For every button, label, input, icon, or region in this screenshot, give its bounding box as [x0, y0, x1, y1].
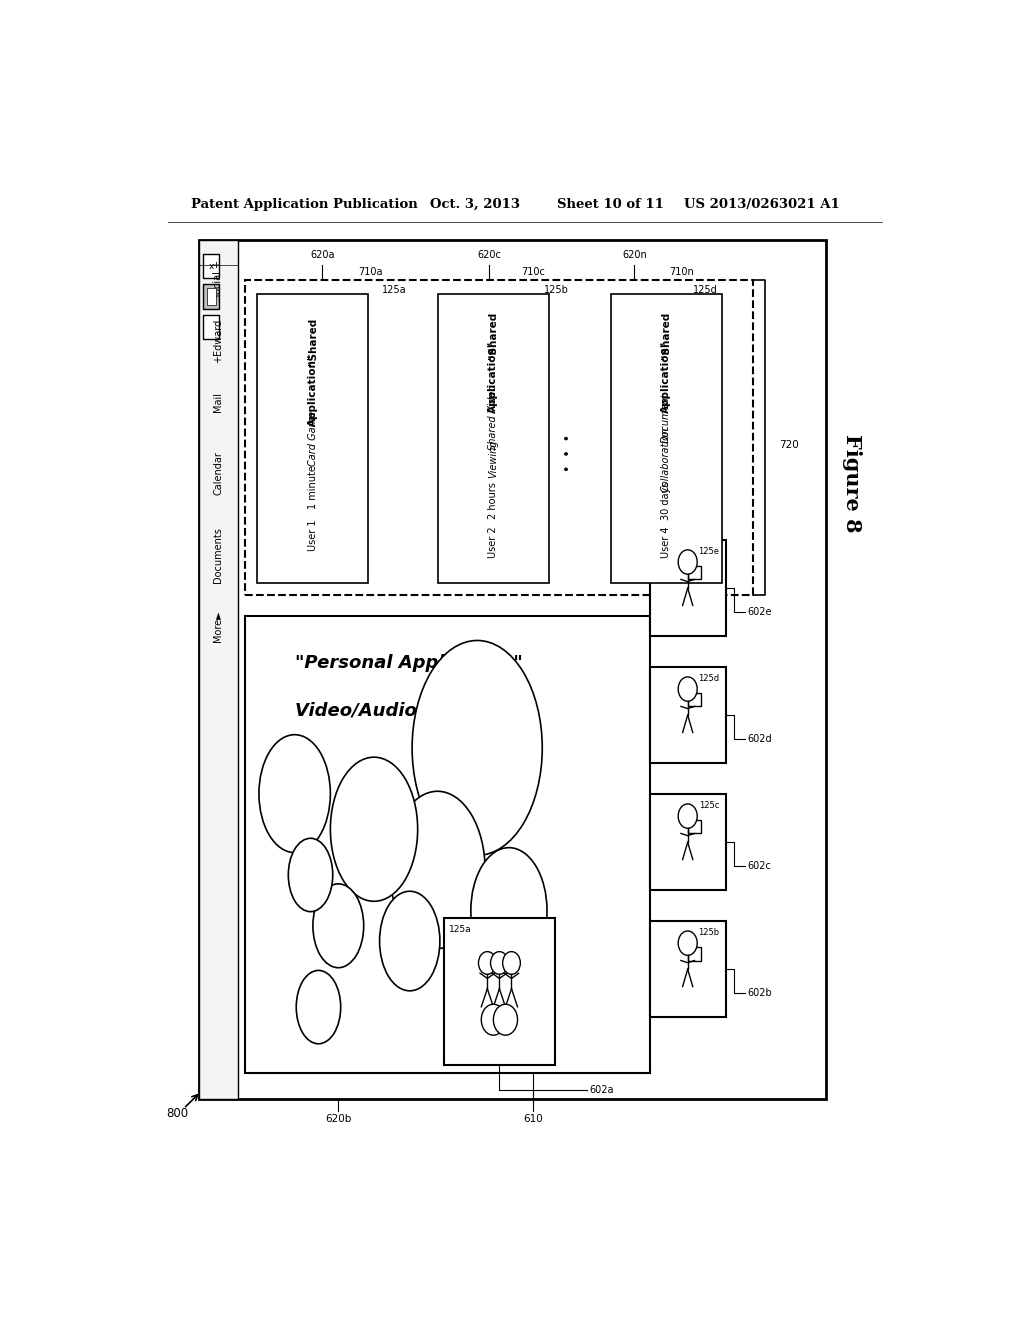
Text: 620n: 620n	[622, 249, 647, 260]
Ellipse shape	[412, 640, 543, 855]
Text: Document: Document	[662, 392, 671, 444]
Text: Collaboration: Collaboration	[662, 426, 671, 492]
Bar	[688, 821, 701, 833]
Text: 602c: 602c	[748, 861, 772, 871]
Text: 602e: 602e	[748, 607, 772, 616]
Text: 602b: 602b	[748, 989, 772, 998]
Text: Social +: Social +	[213, 260, 223, 301]
Bar	[688, 566, 701, 579]
Circle shape	[678, 550, 697, 574]
Text: 800: 800	[166, 1107, 188, 1121]
Text: Shared Video: Shared Video	[488, 385, 498, 450]
Bar	[650, 667, 726, 763]
Text: Card Game: Card Game	[308, 411, 317, 466]
Circle shape	[678, 804, 697, 828]
Text: Patent Application Publication: Patent Application Publication	[191, 198, 418, 211]
Text: "Shared: "Shared	[662, 312, 671, 359]
Text: 620a: 620a	[310, 249, 335, 260]
Text: •  •  •: • • •	[562, 434, 574, 473]
Text: Viewing: Viewing	[488, 440, 498, 478]
Text: Application": Application"	[662, 341, 671, 413]
Text: Documents: Documents	[213, 527, 223, 582]
Circle shape	[481, 1005, 506, 1035]
Ellipse shape	[259, 735, 331, 853]
Text: Video/Audio Effect: Video/Audio Effect	[295, 701, 482, 719]
Bar	[204, 315, 219, 339]
Bar	[246, 615, 650, 1073]
Text: 125b: 125b	[544, 285, 569, 294]
Circle shape	[678, 931, 697, 956]
Ellipse shape	[289, 838, 333, 912]
Bar	[207, 289, 216, 305]
Text: 125d: 125d	[698, 675, 720, 684]
Circle shape	[478, 952, 497, 974]
Ellipse shape	[380, 891, 440, 991]
Text: Calendar: Calendar	[213, 451, 223, 495]
Text: 125e: 125e	[698, 548, 720, 556]
Circle shape	[494, 1005, 517, 1035]
Text: 125d: 125d	[692, 285, 718, 294]
Text: More►: More►	[213, 610, 223, 642]
Text: 610: 610	[523, 1114, 543, 1123]
Bar	[204, 284, 219, 309]
Text: 2 hours: 2 hours	[488, 482, 498, 519]
Text: US 2013/0263021 A1: US 2013/0263021 A1	[684, 198, 840, 211]
Bar	[650, 540, 726, 636]
Ellipse shape	[313, 884, 364, 968]
Text: 1 minute: 1 minute	[308, 465, 317, 508]
Text: "Personal Application": "Personal Application"	[295, 653, 522, 672]
Text: Mail: Mail	[213, 392, 223, 412]
Text: 125c: 125c	[699, 801, 720, 810]
Text: User 1: User 1	[308, 519, 317, 550]
Bar	[610, 293, 722, 583]
Ellipse shape	[471, 847, 547, 973]
Bar	[200, 240, 826, 1098]
Bar	[688, 948, 701, 961]
Text: Figure 8: Figure 8	[842, 434, 862, 533]
Text: 710c: 710c	[521, 268, 545, 277]
Text: 710n: 710n	[669, 268, 693, 277]
Bar	[257, 293, 369, 583]
Ellipse shape	[390, 791, 485, 949]
Text: Application": Application"	[308, 354, 317, 426]
Text: 125a: 125a	[450, 925, 472, 935]
Text: 125b: 125b	[698, 928, 720, 937]
Text: 602a: 602a	[589, 1085, 613, 1096]
Text: +Edward: +Edward	[213, 319, 223, 363]
Bar	[443, 917, 555, 1065]
Bar	[437, 293, 549, 583]
Bar	[650, 793, 726, 890]
Bar	[650, 921, 726, 1018]
Ellipse shape	[331, 758, 418, 902]
Text: "Shared: "Shared	[488, 312, 498, 359]
Text: 710a: 710a	[357, 268, 382, 277]
Text: Application": Application"	[488, 341, 498, 413]
Text: User 4: User 4	[662, 527, 671, 557]
Bar	[246, 280, 754, 595]
Ellipse shape	[296, 970, 341, 1044]
Text: "Shared: "Shared	[308, 318, 317, 366]
Circle shape	[503, 952, 520, 974]
Bar	[688, 693, 701, 706]
Bar	[204, 253, 219, 279]
Text: User 2: User 2	[488, 527, 498, 557]
Text: x: x	[209, 261, 214, 271]
Text: 30 days: 30 days	[662, 482, 671, 520]
Text: 125a: 125a	[382, 285, 407, 294]
Bar	[200, 240, 238, 1098]
Circle shape	[678, 677, 697, 701]
Text: Oct. 3, 2013: Oct. 3, 2013	[430, 198, 519, 211]
Text: 720: 720	[778, 440, 799, 450]
Text: 620b: 620b	[325, 1114, 351, 1123]
Text: 602d: 602d	[748, 734, 772, 744]
Text: Sheet 10 of 11: Sheet 10 of 11	[557, 198, 664, 211]
Text: 620c: 620c	[477, 249, 501, 260]
Circle shape	[490, 952, 508, 974]
